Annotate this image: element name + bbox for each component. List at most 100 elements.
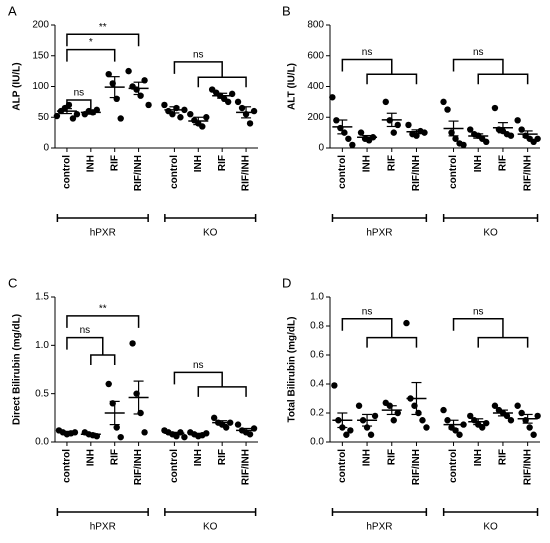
- y-tick-label: 0.0: [310, 437, 324, 448]
- x-tick-label: control: [337, 155, 348, 189]
- data-point: [349, 141, 356, 149]
- data-point: [467, 126, 474, 133]
- data-point: [117, 433, 124, 441]
- data-point: [105, 71, 112, 78]
- data-point: [405, 121, 412, 129]
- comparison-bracket: [341, 318, 418, 348]
- data-point: [534, 135, 541, 142]
- x-tick-label: RIF/INH: [411, 155, 422, 191]
- x-tick-label: INH: [362, 155, 373, 172]
- x-tick-label: RIF/INH: [411, 449, 422, 485]
- data-point: [203, 430, 210, 437]
- y-axis-label: ALP (IU/L): [12, 62, 23, 110]
- x-tick-label: INH: [473, 449, 484, 466]
- data-point: [145, 101, 152, 109]
- data-point: [53, 112, 61, 120]
- data-point: [161, 101, 168, 109]
- x-tick-label: RIF/INH: [133, 449, 144, 485]
- data-point: [507, 132, 515, 139]
- significance-label: ns: [74, 88, 85, 99]
- x-tick-label: control: [62, 155, 73, 189]
- data-point: [181, 433, 188, 441]
- data-point: [203, 114, 210, 121]
- x-tick-label: control: [169, 449, 180, 483]
- significance-label: ns: [193, 50, 204, 61]
- panel-letter: B: [282, 3, 291, 18]
- group-bracket: [331, 214, 428, 222]
- x-tick-label: RIF: [109, 449, 120, 465]
- x-tick-label: RIF/INH: [241, 155, 252, 191]
- data-point: [69, 115, 77, 122]
- y-tick-label: 0: [318, 143, 324, 154]
- y-tick-label: 50: [38, 112, 50, 123]
- x-tick-label: RIF: [386, 155, 397, 171]
- group-bracket: [331, 508, 428, 516]
- data-point: [403, 319, 410, 327]
- x-tick-label: INH: [193, 155, 204, 172]
- data-point: [210, 414, 218, 422]
- x-tick-label: control: [62, 449, 73, 483]
- y-tick-label: 200: [32, 20, 49, 31]
- data-point: [390, 417, 397, 424]
- significance-label: ns: [193, 360, 204, 371]
- x-tick-label: RIF: [109, 155, 120, 171]
- x-tick-label: control: [169, 155, 180, 189]
- data-point: [367, 431, 375, 438]
- comparison-bracket: [173, 61, 247, 88]
- data-point: [390, 129, 397, 136]
- y-axis-label: Total Bilirubin (mg/dL): [287, 317, 298, 423]
- data-point: [518, 409, 525, 417]
- group-bracket: [442, 508, 539, 516]
- x-tick-label: RIF/INH: [522, 155, 533, 191]
- significance-label: ns: [473, 47, 484, 58]
- data-point: [73, 110, 81, 118]
- y-tick-label: 1.5: [35, 292, 49, 303]
- data-point: [444, 417, 451, 424]
- group-label: KO: [203, 522, 218, 533]
- data-point: [419, 417, 426, 424]
- group-bracket: [164, 214, 257, 222]
- x-tick-label: INH: [362, 449, 373, 466]
- y-tick-label: 0: [43, 143, 49, 154]
- data-point: [507, 417, 515, 424]
- data-point: [187, 110, 194, 118]
- comparison-bracket: [66, 48, 116, 62]
- data-point: [177, 114, 184, 121]
- data-point: [234, 421, 242, 428]
- data-point: [483, 419, 490, 427]
- y-tick-label: 0.5: [35, 388, 49, 399]
- data-point: [93, 106, 101, 114]
- data-point: [343, 431, 350, 438]
- y-tick-label: 1.0: [310, 292, 324, 303]
- x-tick-label: control: [448, 155, 459, 189]
- data-point: [534, 412, 541, 420]
- x-tick-label: RIF/INH: [241, 449, 252, 485]
- data-point: [518, 126, 525, 133]
- significance-label: **: [99, 22, 107, 33]
- data-point: [105, 380, 112, 388]
- y-tick-label: 0.6: [310, 350, 324, 361]
- data-point: [491, 402, 499, 409]
- data-point: [452, 135, 459, 142]
- group-bracket: [164, 508, 257, 516]
- data-point: [421, 129, 428, 136]
- comparison-bracket: [452, 318, 529, 348]
- y-tick-label: 100: [32, 81, 49, 92]
- comparison-bracket: [173, 371, 247, 397]
- comparison-bracket: [452, 58, 529, 85]
- data-point: [224, 98, 232, 106]
- y-axis-label: ALT (IU/L): [287, 63, 298, 110]
- y-tick-label: 0.8: [310, 321, 324, 332]
- data-point: [423, 424, 430, 431]
- data-point: [514, 117, 521, 124]
- data-point: [234, 98, 242, 106]
- data-point: [222, 424, 230, 431]
- comparison-bracket: [66, 336, 116, 365]
- group-label: hPXR: [366, 522, 392, 533]
- x-tick-label: RIF: [498, 155, 509, 171]
- data-point: [440, 406, 447, 414]
- data-point: [514, 402, 521, 409]
- y-tick-label: 400: [307, 81, 324, 92]
- group-label: KO: [483, 522, 498, 533]
